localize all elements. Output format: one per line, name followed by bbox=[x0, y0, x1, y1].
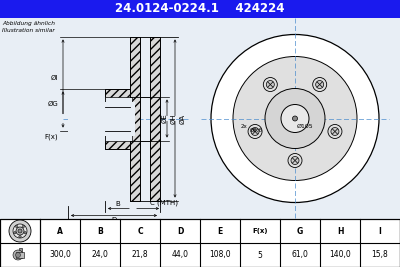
Text: Illustration similar: Illustration similar bbox=[2, 28, 55, 33]
Circle shape bbox=[9, 220, 31, 242]
Circle shape bbox=[251, 127, 259, 135]
Text: 108,0: 108,0 bbox=[209, 250, 231, 260]
Bar bbox=[130, 37, 140, 201]
Bar bbox=[0, 219, 400, 267]
Text: B: B bbox=[97, 226, 103, 235]
Circle shape bbox=[263, 77, 277, 92]
Text: F(x): F(x) bbox=[252, 228, 268, 234]
Bar bbox=[17, 253, 23, 257]
Text: ØG: ØG bbox=[47, 100, 58, 107]
Text: E: E bbox=[217, 226, 223, 235]
Circle shape bbox=[16, 253, 20, 257]
Text: I: I bbox=[378, 226, 382, 235]
Text: 24,0: 24,0 bbox=[92, 250, 108, 260]
Circle shape bbox=[288, 154, 302, 167]
Circle shape bbox=[24, 231, 26, 234]
Circle shape bbox=[266, 81, 274, 89]
Text: 300,0: 300,0 bbox=[49, 250, 71, 260]
Circle shape bbox=[19, 235, 21, 238]
Text: Abbildung ähnlich: Abbildung ähnlich bbox=[2, 21, 55, 26]
Text: Ø8,6: Ø8,6 bbox=[250, 127, 263, 132]
Text: C: C bbox=[137, 226, 143, 235]
Bar bbox=[0, 0, 400, 18]
Circle shape bbox=[313, 77, 327, 92]
Text: 5: 5 bbox=[258, 250, 262, 260]
Circle shape bbox=[265, 88, 325, 148]
Text: D: D bbox=[177, 226, 183, 235]
Text: 15,8: 15,8 bbox=[372, 250, 388, 260]
Text: ØE: ØE bbox=[162, 114, 168, 123]
Text: 61,0: 61,0 bbox=[292, 250, 308, 260]
Bar bbox=[0, 18, 400, 219]
Circle shape bbox=[248, 124, 262, 139]
Bar bbox=[150, 37, 160, 201]
Text: ate: ate bbox=[288, 143, 338, 171]
Text: Ø105: Ø105 bbox=[297, 124, 314, 128]
Bar bbox=[68, 107, 105, 131]
Text: 24.0124-0224.1    424224: 24.0124-0224.1 424224 bbox=[115, 2, 285, 15]
Bar bbox=[105, 96, 132, 140]
Text: H: H bbox=[337, 226, 343, 235]
Text: ØI: ØI bbox=[51, 74, 58, 80]
Text: ®: ® bbox=[325, 155, 335, 166]
Bar bbox=[19, 248, 22, 258]
Circle shape bbox=[13, 250, 23, 260]
Text: ØH: ØH bbox=[171, 113, 177, 124]
Text: 140,0: 140,0 bbox=[329, 250, 351, 260]
Bar bbox=[150, 37, 160, 201]
Circle shape bbox=[16, 225, 18, 228]
Circle shape bbox=[291, 156, 299, 164]
Text: 2x: 2x bbox=[241, 124, 248, 129]
Circle shape bbox=[316, 81, 324, 89]
Circle shape bbox=[211, 34, 379, 202]
Text: B: B bbox=[115, 201, 120, 206]
Bar bbox=[16, 252, 24, 258]
Bar bbox=[68, 101, 135, 135]
Text: ØA: ØA bbox=[180, 113, 186, 124]
Bar bbox=[68, 107, 105, 131]
Circle shape bbox=[233, 57, 357, 180]
Circle shape bbox=[18, 229, 22, 233]
Circle shape bbox=[22, 225, 24, 228]
Text: C (MTH): C (MTH) bbox=[150, 200, 178, 206]
Text: G: G bbox=[297, 226, 303, 235]
Text: A: A bbox=[57, 226, 63, 235]
Bar bbox=[105, 88, 130, 148]
Text: D: D bbox=[111, 218, 117, 223]
Bar bbox=[130, 37, 140, 201]
Text: 21,8: 21,8 bbox=[132, 250, 148, 260]
Circle shape bbox=[281, 104, 309, 132]
Circle shape bbox=[331, 127, 339, 135]
Bar bbox=[0, 219, 400, 267]
Text: F(x): F(x) bbox=[44, 133, 58, 140]
Circle shape bbox=[14, 231, 16, 234]
Bar bbox=[105, 88, 130, 148]
Text: 44,0: 44,0 bbox=[172, 250, 188, 260]
Circle shape bbox=[292, 116, 298, 121]
Circle shape bbox=[13, 224, 27, 238]
Circle shape bbox=[328, 124, 342, 139]
Circle shape bbox=[16, 227, 24, 235]
